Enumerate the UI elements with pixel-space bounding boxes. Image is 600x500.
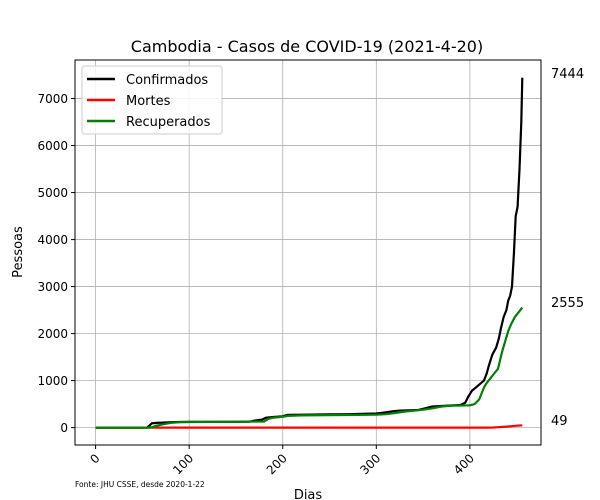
x-axis-ticks: 0 100 200 300 400	[87, 445, 477, 477]
y-axis-label: Pessoas	[11, 226, 26, 278]
series-line-mortes	[95, 424, 523, 429]
x-axis-label: Dias	[294, 488, 323, 500]
legend-box	[81, 65, 223, 135]
x-tick-label: 300	[357, 451, 383, 477]
x-tick-label: 0	[87, 451, 102, 466]
series-layer	[95, 77, 524, 429]
y-tick-label: 4000	[37, 233, 68, 247]
y-tick-label: 2000	[37, 327, 68, 341]
chart-title: Cambodia - Casos de COVID-19 (2021-4-20)	[131, 37, 483, 56]
series-line-recuperados	[95, 306, 524, 429]
plot-frame	[74, 59, 542, 446]
y-tick-label: 5000	[37, 186, 68, 200]
y-tick-label: 3000	[37, 280, 68, 294]
y-tick-label: 6000	[37, 139, 68, 153]
end-label-recuperados: 2555	[551, 296, 584, 311]
legend-label-mortes: Mortes	[126, 94, 171, 109]
y-tick-label: 7000	[37, 92, 68, 106]
y-tick-label: 1000	[37, 374, 68, 388]
x-tick-label: 100	[170, 451, 196, 477]
end-label-mortes: 49	[551, 414, 568, 429]
y-tick-label: 0	[60, 421, 68, 435]
source-note: Fonte: JHU CSSE, desde 2020-1-22	[75, 480, 205, 489]
x-tick-label: 400	[451, 451, 477, 477]
x-tick-label: 200	[264, 451, 290, 477]
legend-label-confirmados: Confirmados	[126, 73, 208, 88]
y-axis-ticks: 0 1000 2000 3000 4000 5000 6000 7000	[37, 92, 75, 435]
legend: Confirmados Mortes Recuperados	[81, 65, 223, 135]
end-label-confirmados: 7444	[551, 67, 584, 82]
end-value-labels: 7444 2555 49	[551, 67, 584, 429]
legend-label-recuperados: Recuperados	[126, 115, 211, 130]
